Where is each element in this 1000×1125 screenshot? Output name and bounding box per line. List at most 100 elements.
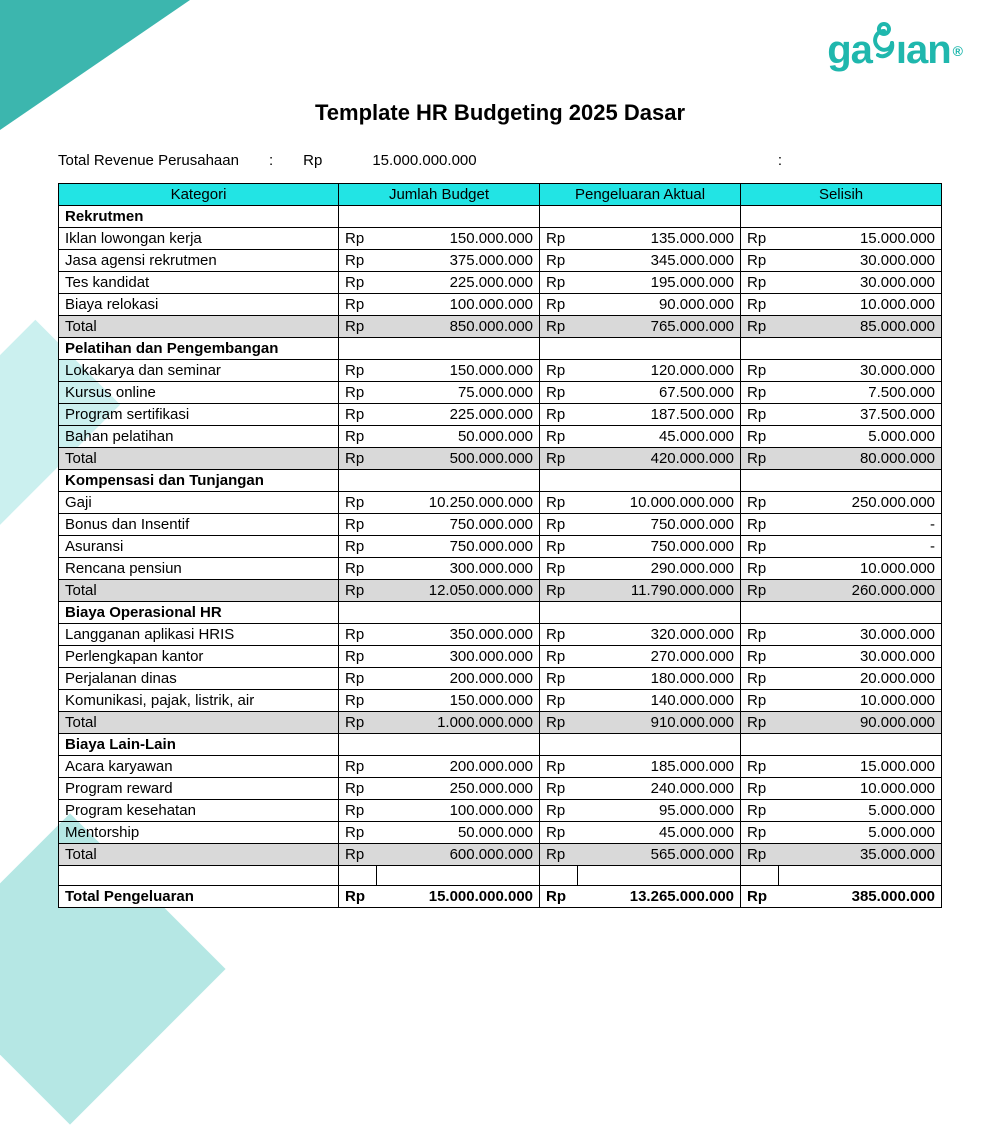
table-row: Asuransi Rp750.000.000Rp750.000.000Rp- [59, 536, 942, 558]
table-row: Komunikasi, pajak, listrik, air Rp150.00… [59, 690, 942, 712]
currency-cell: Rp [339, 360, 377, 382]
table-row: Program sertifikasi Rp225.000.000Rp187.5… [59, 404, 942, 426]
amount-cell: 260.000.000 [779, 580, 942, 602]
amount-cell: 375.000.000 [377, 250, 540, 272]
amount-cell: 195.000.000 [578, 272, 741, 294]
amount-cell: 37.500.000 [779, 404, 942, 426]
row-label: Komunikasi, pajak, listrik, air [59, 690, 339, 712]
currency-cell: Rp [741, 492, 779, 514]
currency-cell: Rp [540, 690, 578, 712]
amount-cell: 12.050.000.000 [377, 580, 540, 602]
currency-cell: Rp [339, 448, 377, 470]
section-header-row: Rekrutmen [59, 206, 942, 228]
brand-logo: ga ıan ® [827, 28, 962, 73]
section-total-row: Total Rp1.000.000.000Rp910.000.000Rp90.0… [59, 712, 942, 734]
amount-cell: 30.000.000 [779, 360, 942, 382]
currency-cell: Rp [741, 668, 779, 690]
currency-cell: Rp [741, 624, 779, 646]
amount-cell: 10.250.000.000 [377, 492, 540, 514]
table-row: Bonus dan Insentif Rp750.000.000Rp750.00… [59, 514, 942, 536]
currency-cell: Rp [540, 800, 578, 822]
table-row: Mentorship Rp50.000.000Rp45.000.000Rp5.0… [59, 822, 942, 844]
amount-cell: 67.500.000 [578, 382, 741, 404]
currency-cell: Rp [540, 382, 578, 404]
currency-cell: Rp [339, 624, 377, 646]
currency-cell: Rp [540, 668, 578, 690]
total-label: Total [59, 580, 339, 602]
currency-cell: Rp [540, 580, 578, 602]
currency-cell: Rp [339, 250, 377, 272]
currency-cell: Rp [339, 580, 377, 602]
revenue-label: Total Revenue Perusahaan [58, 152, 239, 169]
currency-cell: Rp [540, 294, 578, 316]
revenue-amount: 15.000.000.000 [372, 152, 476, 169]
currency-cell: Rp [339, 822, 377, 844]
section-total-row: Total Rp850.000.000Rp765.000.000Rp85.000… [59, 316, 942, 338]
amount-cell: 150.000.000 [377, 360, 540, 382]
amount-cell: 80.000.000 [779, 448, 942, 470]
amount-cell: 100.000.000 [377, 294, 540, 316]
row-label: Jasa agensi rekrutmen [59, 250, 339, 272]
currency-cell: Rp [741, 646, 779, 668]
section-total-row: Total Rp500.000.000Rp420.000.000Rp80.000… [59, 448, 942, 470]
table-row: Kursus online Rp75.000.000Rp67.500.000Rp… [59, 382, 942, 404]
spacer-row [59, 866, 942, 886]
amount-cell: 10.000.000 [779, 778, 942, 800]
currency-cell: Rp [540, 448, 578, 470]
currency-cell: Rp [741, 712, 779, 734]
currency-cell: Rp [540, 822, 578, 844]
amount-cell: 75.000.000 [377, 382, 540, 404]
currency-cell: Rp [339, 668, 377, 690]
table-row: Lokakarya dan seminar Rp150.000.000Rp120… [59, 360, 942, 382]
currency-cell: Rp [741, 228, 779, 250]
currency-cell: Rp [741, 250, 779, 272]
currency-cell: Rp [741, 360, 779, 382]
currency-cell: Rp [540, 426, 578, 448]
currency-cell: Rp [339, 382, 377, 404]
row-label: Rencana pensiun [59, 558, 339, 580]
currency-cell: Rp [741, 690, 779, 712]
amount-cell: 30.000.000 [779, 250, 942, 272]
row-label: Bahan pelatihan [59, 426, 339, 448]
table-row: Tes kandidat Rp225.000.000Rp195.000.000R… [59, 272, 942, 294]
amount-cell: 150.000.000 [377, 690, 540, 712]
currency-cell: Rp [540, 272, 578, 294]
currency-cell: Rp [540, 536, 578, 558]
currency-cell: Rp [540, 316, 578, 338]
currency-cell: Rp [540, 514, 578, 536]
amount-cell: 187.500.000 [578, 404, 741, 426]
amount-cell: 5.000.000 [779, 426, 942, 448]
amount-cell: 7.500.000 [779, 382, 942, 404]
amount-cell: 20.000.000 [779, 668, 942, 690]
amount-cell: 385.000.000 [779, 886, 942, 908]
currency-cell: Rp [741, 778, 779, 800]
sheet: Template HR Budgeting 2025 Dasar Total R… [58, 100, 942, 908]
currency-cell: Rp [339, 712, 377, 734]
currency-cell: Rp [741, 756, 779, 778]
total-label: Total [59, 844, 339, 866]
table-row: Perlengkapan kantor Rp300.000.000Rp270.0… [59, 646, 942, 668]
amount-cell: 300.000.000 [377, 646, 540, 668]
amount-cell: 45.000.000 [578, 822, 741, 844]
total-label: Total [59, 448, 339, 470]
currency-cell: Rp [741, 822, 779, 844]
amount-cell: 90.000.000 [578, 294, 741, 316]
amount-cell: 30.000.000 [779, 646, 942, 668]
amount-cell: 1.000.000.000 [377, 712, 540, 734]
amount-cell: 750.000.000 [377, 514, 540, 536]
currency-cell: Rp [741, 426, 779, 448]
amount-cell: 225.000.000 [377, 272, 540, 294]
amount-cell: 90.000.000 [779, 712, 942, 734]
amount-cell: - [779, 536, 942, 558]
section-total-row: Total Rp600.000.000Rp565.000.000Rp35.000… [59, 844, 942, 866]
amount-cell: 420.000.000 [578, 448, 741, 470]
currency-cell: Rp [339, 690, 377, 712]
budget-table: Kategori Jumlah Budget Pengeluaran Aktua… [58, 183, 942, 908]
amount-cell: 15.000.000 [779, 228, 942, 250]
row-label: Langganan aplikasi HRIS [59, 624, 339, 646]
grand-total-row: Total Pengeluaran Rp15.000.000.000Rp13.2… [59, 886, 942, 908]
row-label: Program sertifikasi [59, 404, 339, 426]
col-kategori: Kategori [59, 184, 339, 206]
table-row: Gaji Rp10.250.000.000Rp10.000.000.000Rp2… [59, 492, 942, 514]
amount-cell: 10.000.000 [779, 690, 942, 712]
